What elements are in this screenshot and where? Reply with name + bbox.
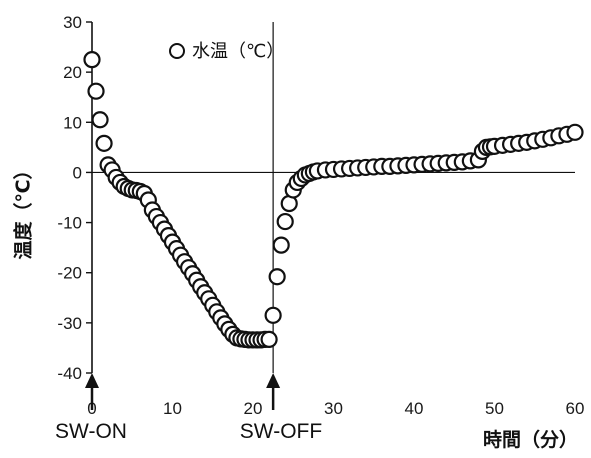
data-point [91,111,109,129]
x-tick-label: 20 [244,399,263,418]
legend: 水温（℃） [169,41,284,62]
x-tick-label: 30 [324,399,343,418]
annotation-arrow-head [266,373,281,388]
data-point [260,330,278,349]
x-tick-label: 60 [566,399,585,418]
y-tick-label: -40 [57,364,82,383]
y-tick-label: -20 [57,264,82,283]
y-tick-label: 20 [63,63,82,82]
y-tick-label: -30 [57,314,82,333]
y-axis-title: 温度（℃） [12,160,35,259]
annotation-sw-on: SW-ON [55,420,127,443]
annotation-arrow-head [85,373,99,388]
legend-label: 水温（℃） [192,41,284,62]
annotation-sw-off: SW-OFF [240,420,322,443]
legend-marker [169,43,185,59]
reference-lines [92,22,575,373]
data-point [87,82,105,100]
x-tick-label: 50 [485,399,504,418]
y-ticks: -40 -30 -20 -10 0 10 20 30 [57,13,92,383]
x-tick-label: 40 [405,399,424,418]
x-axis-title: 時間（分） [483,428,578,451]
y-tick-label: 0 [73,163,82,182]
data-point [566,123,584,141]
data-point [83,51,101,69]
y-tick-label: -10 [57,214,82,233]
y-tick-label: 30 [63,13,82,32]
x-tick-label: 10 [163,399,182,418]
data-point [95,134,113,152]
data-point [264,306,282,324]
data-point [268,268,286,286]
data-point [272,236,290,254]
data-points [83,51,584,349]
data-point [276,212,294,231]
annotation-arrows [85,373,281,410]
y-tick-label: 10 [63,113,82,132]
